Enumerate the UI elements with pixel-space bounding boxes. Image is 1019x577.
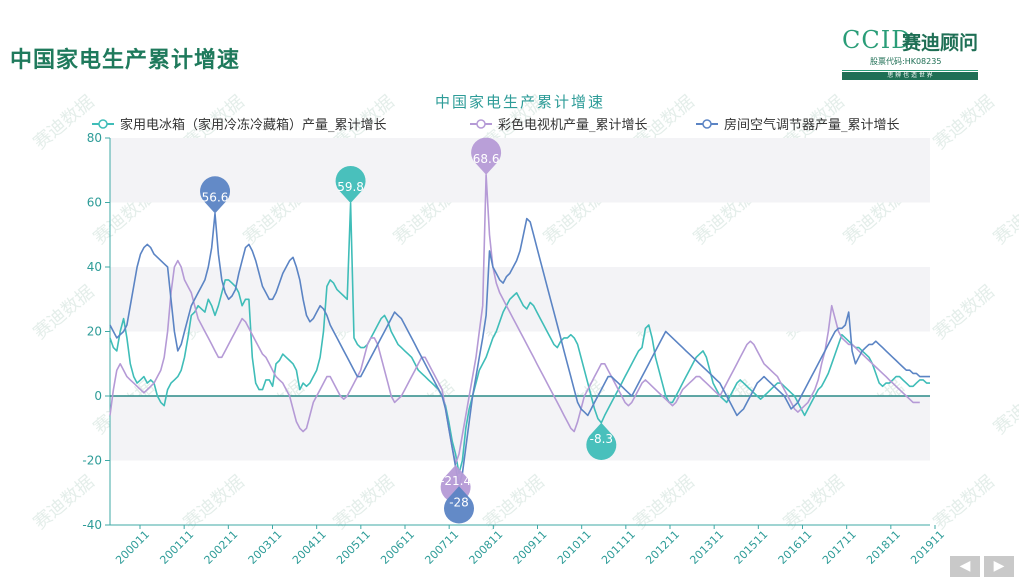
watermark-text: 赛迪数据 [780,471,849,533]
x-tick-label: 201211 [643,528,682,567]
annotation-pin [471,137,502,175]
x-tick-label: 200411 [290,528,329,567]
legend-swatch-dot [702,119,712,129]
watermark-text: 赛迪数据 [990,186,1019,248]
series-lines [109,174,930,488]
x-tick-label: 200711 [422,528,461,567]
annotation-label: 56.6 [202,190,229,204]
legend-label: 彩色电视机产量_累计增长 [498,117,648,133]
watermark-text: 赛迪数据 [930,281,999,343]
series-line-0 [109,202,930,475]
x-tick-label: 201511 [732,528,771,567]
logo-slogan: 思 辨 也 造 世 界 [842,72,978,80]
y-tick-label: -40 [82,518,102,532]
annotation-pin [444,486,475,524]
grid-band [110,138,930,203]
x-tick-label: 201311 [687,528,726,567]
annotation-label: 59.8 [337,180,364,194]
legend: 家用电冰箱（家用冷冻冷藏箱）产量_累计增长 彩色电视机产量_累计增长 房间空气调节器… [92,117,900,133]
logo: CCID 赛迪顾问 股票代码:HK08235 思 辨 也 造 世 界 [842,26,992,82]
watermark-text: 赛迪数据 [480,471,549,533]
logo-name: 赛迪顾问 [902,32,979,54]
x-tick-label: 201011 [555,528,594,567]
logo-stock-code: 股票代码:HK08235 [870,57,942,66]
y-tick-label: 0 [94,389,102,403]
legend-label: 家用电冰箱（家用冷冻冷藏箱）产量_累计增长 [120,117,387,133]
grid-band [110,396,930,461]
annotation-pin [335,165,366,204]
prev-slide-icon[interactable]: ◀ [950,556,980,577]
x-tick-label: 201911 [908,528,947,567]
x-tick-label: 201811 [864,528,903,567]
x-tick-label: 200311 [246,528,285,567]
watermark-text: 赛迪数据 [930,91,999,153]
annotation-label: 68.6 [473,152,500,166]
x-tick-label: 200111 [157,528,196,567]
legend-swatch-dot [98,119,108,129]
series-line-2 [109,212,930,488]
watermark-text: 赛迪数据 [990,376,1019,438]
slide-nav[interactable]: ◀ ▶ [950,556,1019,577]
annotation-pin [200,176,231,214]
x-tick-label: 200511 [334,528,373,567]
x-tick-label: 201611 [776,528,815,567]
annotations: 56.6 59.8 68.6 -21.4 -28 -8.3 [200,137,617,524]
legend-label: 房间空气调节器产量_累计增长 [724,117,900,133]
x-tick-label: 200011 [113,528,152,567]
x-tick-label: 200211 [202,528,241,567]
chart-title: 中国家电生产累计增速 [435,93,605,111]
next-slide-icon[interactable]: ▶ [984,556,1014,577]
series-line-1 [109,174,920,465]
y-tick-label: -20 [82,454,102,468]
x-tick-label: 201111 [599,528,638,567]
y-tick-label: 60 [87,196,102,210]
x-tick-label: 200811 [467,528,506,567]
annotation-label: -21.4 [440,474,471,488]
x-tick-label: 200611 [378,528,417,567]
watermark-text: 赛迪数据 [180,471,249,533]
y-tick-label: 40 [87,260,102,274]
page-title: 中国家电生产累计增速 [10,48,241,73]
watermark-text: 赛迪数据 [330,471,399,533]
annotation-pin [586,422,617,460]
logo-divider [842,70,978,71]
watermark-text: 赛迪数据 [930,471,999,533]
legend-swatch-dot [476,119,486,129]
y-tick-label: 80 [87,131,102,145]
x-tick-label: 200911 [511,528,550,567]
logo-mark: CCID [842,26,912,54]
x-tick-label: 201711 [820,528,859,567]
annotation-label: -28 [449,495,469,509]
watermark-text: 赛迪数据 [630,471,699,533]
y-tick-label: 20 [87,325,102,339]
annotation-label: -8.3 [590,432,613,446]
